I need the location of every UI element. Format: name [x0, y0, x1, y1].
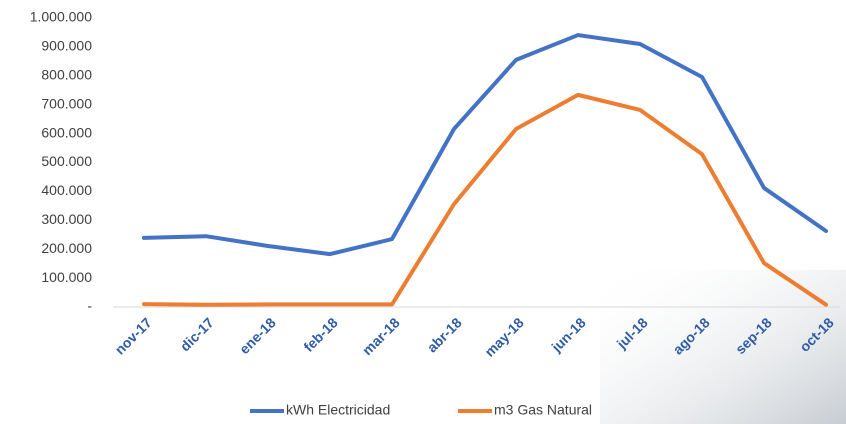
y-tick-label: 100.000 — [41, 269, 92, 285]
y-tick-label: 900.000 — [41, 38, 92, 54]
y-tick-label: - — [87, 298, 92, 314]
y-tick-label: 600.000 — [41, 124, 92, 140]
x-tick-label: mar-18 — [359, 314, 403, 358]
y-tick-label: 500.000 — [41, 153, 92, 169]
y-tick-label: 700.000 — [41, 95, 92, 111]
series-line — [142, 33, 828, 257]
legend-label: m3 Gas Natural — [494, 402, 592, 418]
series-line — [142, 92, 828, 307]
legend-label: kWh Electricidad — [286, 402, 390, 418]
x-tick-label: ene-18 — [236, 314, 279, 357]
y-tick-label: 1.000.000 — [30, 9, 92, 25]
y-tick-label: 800.000 — [41, 67, 92, 83]
x-tick-label: abr-18 — [424, 314, 465, 355]
x-tick-label: may-18 — [481, 314, 527, 360]
x-tick-label: dic-17 — [177, 314, 217, 354]
y-tick-label: 400.000 — [41, 182, 92, 198]
y-tick-label: 200.000 — [41, 240, 92, 256]
background-image — [600, 270, 846, 424]
x-tick-label: nov-17 — [112, 314, 155, 357]
x-tick-label: feb-18 — [300, 314, 341, 355]
y-tick-label: 300.000 — [41, 211, 92, 227]
x-tick-label: jun-18 — [548, 314, 589, 355]
